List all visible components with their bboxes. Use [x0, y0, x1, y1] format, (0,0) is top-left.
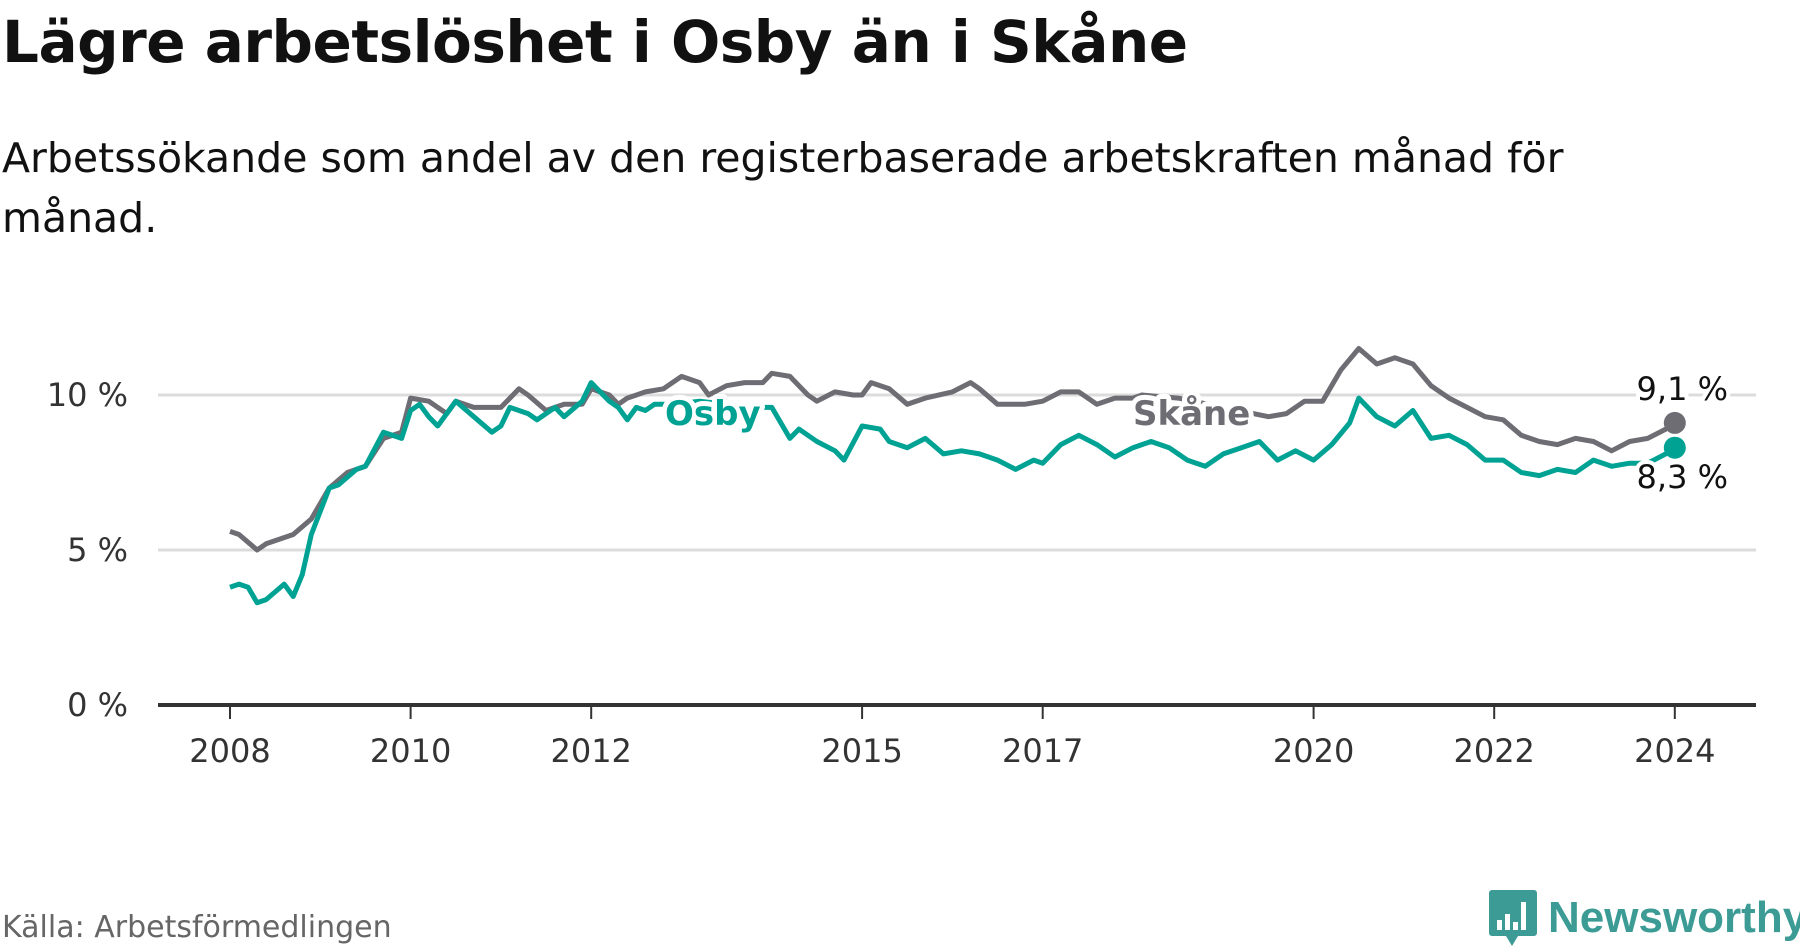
x-tick-label: 2015 [821, 732, 902, 770]
series-line-osby [229, 380, 1677, 606]
y-tick-label: 10 % [47, 376, 128, 414]
y-tick-label: 5 % [67, 531, 128, 569]
x-tick-label: 2010 [370, 732, 451, 770]
y-axis: 0 % 5 % 10 % [47, 376, 128, 724]
x-tick-label: 2012 [550, 732, 631, 770]
logo-text: Newsworthy [1548, 893, 1800, 942]
x-tick-label: 2020 [1273, 732, 1354, 770]
chart-title: Lägre arbetslöshet i Osby än i Skåne [2, 8, 1188, 76]
logo-chart-bubble-icon [1489, 890, 1537, 946]
chart-subtitle: Arbetssökande som andel av den registerb… [2, 134, 1564, 242]
x-tick-label: 2017 [1002, 732, 1083, 770]
series-line-skåne [229, 346, 1677, 553]
x-axis: 2008 2010 2012 2015 2017 2020 2022 2024 [158, 703, 1756, 770]
end-point-osby [1663, 436, 1686, 459]
newsworthy-logo[interactable]: Newsworthy [1488, 888, 1800, 948]
series-label-skane: Skåne [1133, 394, 1250, 434]
end-value-skane: 9,1 % [1637, 370, 1728, 408]
series-lines [229, 346, 1686, 606]
end-value-osby: 8,3 % [1637, 458, 1728, 496]
x-tick-label: 2022 [1453, 732, 1534, 770]
source-note: Källa: Arbetsförmedlingen [2, 910, 392, 945]
y-tick-label: 0 % [67, 686, 128, 724]
series-label-osby: Osby [665, 394, 761, 434]
end-point-skåne [1663, 411, 1686, 434]
x-tick-label: 2024 [1634, 732, 1715, 770]
x-tick-label: 2008 [189, 732, 270, 770]
gridlines [158, 393, 1756, 552]
series-labels: Skåne Osby 9,1 % 8,3 % [660, 366, 1732, 500]
